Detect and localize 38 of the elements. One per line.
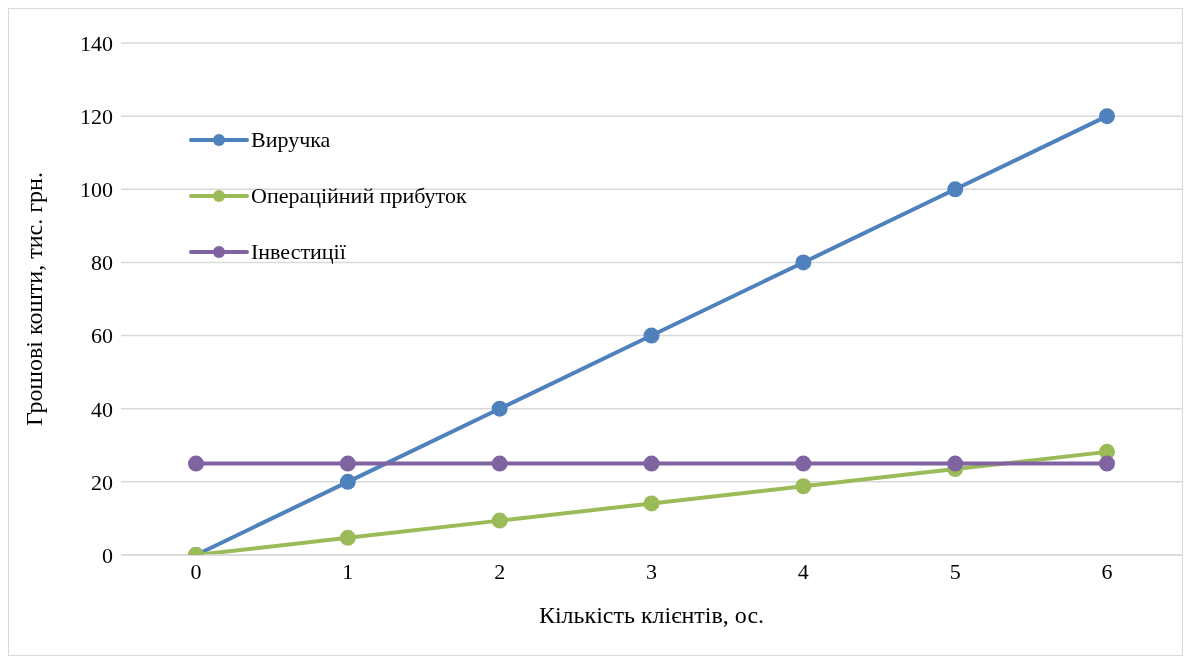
point <box>643 327 660 344</box>
y-tick-label: 120 <box>80 103 113 129</box>
point <box>643 495 660 512</box>
point <box>947 455 964 472</box>
legend-label: Інвестиції <box>251 238 346 266</box>
x-tick-label: 4 <box>797 558 809 584</box>
x-tick-label: 3 <box>646 558 657 584</box>
x-tick-label: 6 <box>1101 558 1113 584</box>
y-tick-label: 80 <box>91 250 113 276</box>
point <box>339 529 356 546</box>
point <box>795 254 812 271</box>
legend-label: Операційний прибуток <box>251 182 467 210</box>
x-tick-label: 5 <box>949 558 961 584</box>
point <box>491 512 508 529</box>
point <box>795 455 812 472</box>
point <box>491 455 508 472</box>
point <box>188 455 204 472</box>
point <box>339 455 356 472</box>
point <box>1099 443 1115 460</box>
legend-label: Виручка <box>251 126 331 154</box>
point <box>1099 455 1115 472</box>
point <box>795 478 812 495</box>
x-axis-title: Кількість клієнтів, ос. <box>538 602 765 628</box>
y-tick-label: 60 <box>91 323 113 349</box>
x-tick-label: 1 <box>342 558 354 584</box>
y-axis-title: Грошові кошти, тис. грн. <box>20 172 47 426</box>
y-tick-label: 40 <box>91 396 113 422</box>
y-tick-label: 20 <box>91 469 113 495</box>
point <box>643 455 660 472</box>
point <box>339 473 356 490</box>
point <box>947 181 964 198</box>
point <box>491 400 508 417</box>
y-tick-label: 0 <box>102 542 113 568</box>
y-tick-label: 140 <box>80 30 113 56</box>
point <box>1099 108 1115 125</box>
x-tick-label: 0 <box>190 558 202 584</box>
x-tick-label: 2 <box>494 558 506 584</box>
y-tick-label: 100 <box>80 177 113 203</box>
